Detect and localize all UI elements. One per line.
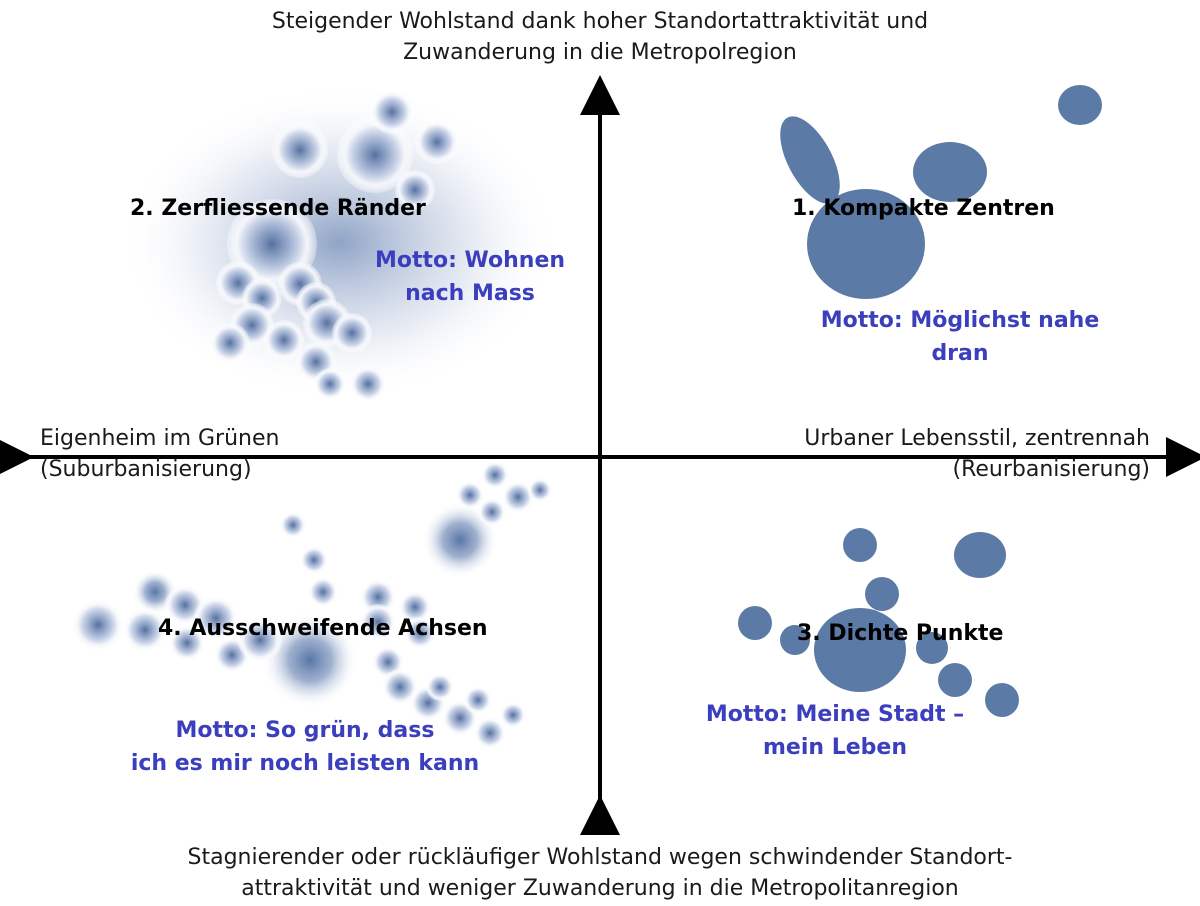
axis-label-bottom: Stagnierender oder rückläufiger Wohlstan… xyxy=(100,842,1100,904)
axis-label-right-line2: (Reurbanisierung) xyxy=(952,457,1151,482)
q4-motto: Motto: So grün, dass ich es mir noch lei… xyxy=(120,714,490,780)
q3-motto-line1: Motto: Meine Stadt – xyxy=(705,702,965,727)
q1-motto: Motto: Möglichst nahe dran xyxy=(800,304,1120,370)
q1-motto-line2: dran xyxy=(931,341,989,366)
q4-graphic xyxy=(72,461,552,749)
q4-motto-line2: ich es mir noch leisten kann xyxy=(130,751,480,776)
axis-label-bottom-line1: Stagnierender oder rückläufiger Wohlstan… xyxy=(187,845,1013,870)
axis-label-left: Eigenheim im Grünen (Suburbanisierung) xyxy=(40,423,279,485)
axis-label-top-line2: Zuwanderung in die Metropolregion xyxy=(403,40,797,65)
q3-graphic xyxy=(738,528,1019,717)
q2-title: 2. Zerfliessende Ränder xyxy=(130,196,426,221)
q4-title: 4. Ausschweifende Achsen xyxy=(158,616,488,641)
q2-motto-line1: Motto: Wohnen xyxy=(374,248,566,273)
q2-haze xyxy=(120,85,560,400)
q3-motto: Motto: Meine Stadt – mein Leben xyxy=(685,698,985,764)
q2-motto: Motto: Wohnen nach Mass xyxy=(350,244,590,310)
q1-title: 1. Kompakte Zentren xyxy=(792,196,1055,221)
q3-motto-line2: mein Leben xyxy=(763,735,907,760)
q1-motto-line1: Motto: Möglichst nahe xyxy=(820,308,1100,333)
q4-motto-line1: Motto: So grün, dass xyxy=(175,718,435,743)
axis-label-top: Steigender Wohlstand dank hoher Standort… xyxy=(200,6,1000,68)
axis-label-left-line2: (Suburbanisierung) xyxy=(40,457,252,482)
q2-graphic xyxy=(120,85,560,402)
axis-label-top-line1: Steigender Wohlstand dank hoher Standort… xyxy=(271,9,929,34)
q3-title: 3. Dichte Punkte xyxy=(797,621,1004,646)
axis-label-right: Urbaner Lebensstil, zentrennah (Reurbani… xyxy=(804,423,1150,485)
q2-motto-line2: nach Mass xyxy=(405,281,535,306)
axis-label-bottom-line2: attraktivität und weniger Zuwanderung in… xyxy=(241,876,959,901)
axis-label-right-line1: Urbaner Lebensstil, zentrennah xyxy=(804,426,1150,451)
axis-label-left-line1: Eigenheim im Grünen xyxy=(40,426,280,451)
q1-graphic xyxy=(780,85,1102,299)
